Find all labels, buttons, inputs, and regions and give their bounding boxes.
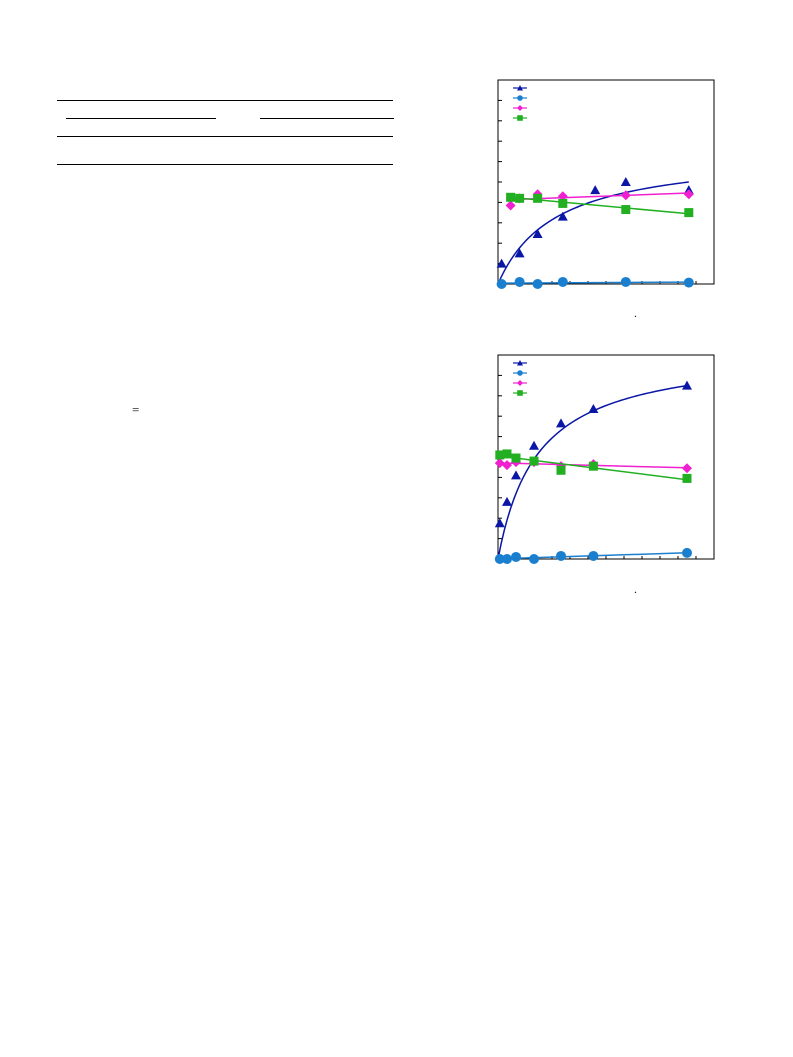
figure-top-caption-mark: .	[634, 306, 637, 320]
data-point	[514, 276, 525, 287]
figure-bottom-caption-mark: .	[634, 582, 637, 596]
data-point	[529, 440, 539, 450]
data-point	[620, 177, 631, 186]
data-point	[588, 404, 599, 414]
data-point	[620, 276, 631, 287]
series-triangle	[494, 360, 692, 560]
data-point	[558, 198, 568, 208]
data-point	[515, 193, 525, 203]
data-point	[533, 193, 543, 203]
data-point	[511, 551, 521, 562]
data-point	[683, 189, 694, 200]
data-point	[514, 248, 525, 258]
data-point	[502, 496, 512, 506]
figure-top-chart	[496, 79, 715, 289]
data-point	[682, 547, 692, 558]
data-point	[506, 192, 516, 202]
series-triangle	[496, 85, 694, 285]
data-point	[682, 380, 692, 390]
data-point	[494, 458, 505, 469]
series-circle	[494, 370, 692, 564]
data-point	[494, 554, 505, 564]
data-point	[683, 277, 694, 288]
data-point	[494, 518, 505, 528]
data-point	[682, 463, 692, 474]
table-bottom-rule	[57, 164, 393, 165]
data-point	[529, 554, 539, 564]
data-point	[590, 185, 601, 195]
series-circle	[496, 95, 694, 289]
legend-marker	[517, 85, 523, 91]
data-point	[496, 258, 507, 268]
data-point	[496, 279, 507, 289]
legend-marker	[517, 360, 523, 366]
data-point	[588, 550, 599, 561]
legend-marker	[517, 370, 523, 376]
data-point	[620, 190, 631, 201]
series-square	[506, 115, 694, 218]
fit-line	[501, 281, 689, 284]
legend-marker	[517, 380, 523, 386]
legend-marker	[517, 105, 523, 111]
data-point	[588, 461, 598, 471]
legend-marker	[517, 95, 523, 101]
data-point	[529, 456, 539, 466]
table-top-rule	[57, 100, 393, 101]
data-point	[505, 200, 516, 211]
data-point	[502, 460, 512, 471]
series-square	[495, 390, 692, 483]
table-group-rule-right	[260, 118, 394, 119]
data-point	[557, 211, 568, 221]
table-header-rule	[57, 136, 393, 137]
figure-bottom-chart	[494, 354, 715, 564]
data-point	[556, 550, 566, 561]
data-point	[556, 418, 566, 428]
data-point	[511, 453, 521, 463]
data-point	[557, 191, 568, 202]
data-point	[684, 208, 694, 218]
data-point	[556, 465, 566, 475]
equation-equals-sign: =	[132, 402, 140, 417]
plot-frame	[497, 79, 715, 285]
data-point	[502, 554, 512, 564]
fit-line	[497, 181, 689, 285]
legend-marker	[517, 115, 523, 121]
data-point	[495, 450, 505, 460]
data-point	[532, 229, 543, 239]
data-point	[532, 279, 543, 289]
data-point	[621, 205, 631, 215]
table-group-rule-left	[66, 118, 216, 119]
data-point	[502, 449, 512, 459]
data-point	[511, 470, 521, 480]
data-point	[682, 473, 692, 483]
data-point	[557, 276, 568, 287]
legend-marker	[517, 390, 523, 396]
